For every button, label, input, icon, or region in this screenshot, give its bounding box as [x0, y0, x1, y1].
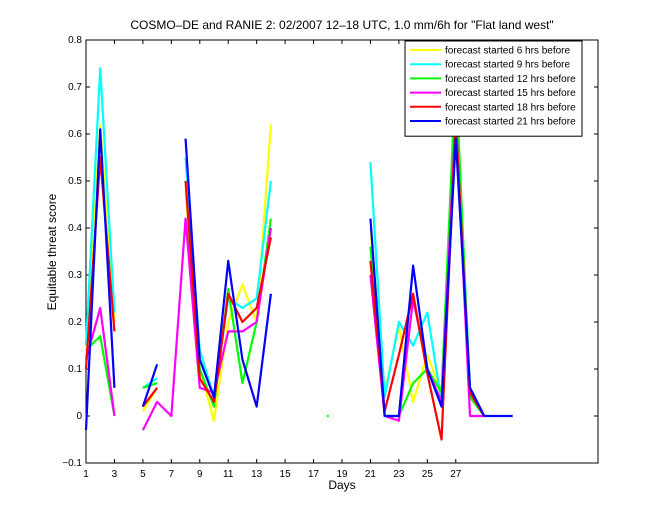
- x-tick-label: 15: [280, 469, 292, 480]
- x-tick-label: 1: [83, 469, 89, 480]
- y-axis-label: Equitable threat score: [45, 193, 59, 310]
- series-line: [84, 67, 116, 346]
- legend: forecast started 6 hrs before forecast st…: [404, 40, 583, 137]
- y-tick-label: 0.4: [68, 223, 82, 234]
- x-tick-label: 27: [450, 469, 462, 480]
- legend-entry-label: forecast started 15 hrs before: [445, 88, 576, 99]
- axis-ticks: 1 3 5 7 9 11 13 15 17 19 21 23 25 27−0.100.10.20.30.4…: [62, 35, 598, 480]
- series-line: [84, 156, 116, 370]
- series-lines: [84, 67, 513, 441]
- x-tick-label: 9: [197, 469, 203, 480]
- y-tick-label: 0.2: [68, 317, 82, 328]
- chart-title: COSMO–DE and RANIE 2: 02/2007 12–18 UTC,…: [130, 18, 553, 32]
- x-tick-label: 11: [223, 469, 234, 480]
- y-tick-label: 0: [76, 411, 82, 422]
- y-tick-label: 0.6: [68, 129, 82, 140]
- x-tick-label: 17: [308, 469, 320, 480]
- y-tick-label: 0.8: [68, 35, 82, 46]
- x-tick-label: 19: [336, 469, 348, 480]
- series-line: [184, 180, 272, 403]
- legend-entry-label: forecast started 12 hrs before: [445, 74, 576, 85]
- legend-entry-label: forecast started 21 hrs before: [445, 117, 576, 128]
- y-tick-label: 0.3: [68, 270, 82, 281]
- y-tick-label: 0.5: [68, 176, 82, 187]
- legend-entry-label: forecast started 18 hrs before: [445, 102, 576, 113]
- y-tick-label: −0.1: [62, 458, 82, 469]
- x-tick-label: 25: [422, 469, 434, 480]
- series-line: [369, 137, 513, 418]
- x-axis-label: Days: [328, 478, 355, 492]
- series-line: [84, 128, 116, 431]
- y-tick-label: 0.7: [68, 82, 82, 93]
- x-tick-label: 3: [112, 469, 118, 480]
- legend-entry-label: forecast started 9 hrs before: [445, 60, 571, 71]
- series-line: [84, 123, 116, 355]
- x-tick-label: 23: [393, 469, 405, 480]
- x-tick-label: 13: [251, 469, 263, 480]
- x-tick-label: 5: [140, 469, 146, 480]
- legend-entry-label: forecast started 6 hrs before: [445, 46, 571, 57]
- series-line: [141, 363, 159, 407]
- series-line: [142, 387, 158, 408]
- series-line: [184, 138, 272, 408]
- y-tick-label: 0.1: [68, 364, 82, 375]
- x-tick-label: 7: [169, 469, 175, 480]
- x-tick-label: 21: [365, 469, 377, 480]
